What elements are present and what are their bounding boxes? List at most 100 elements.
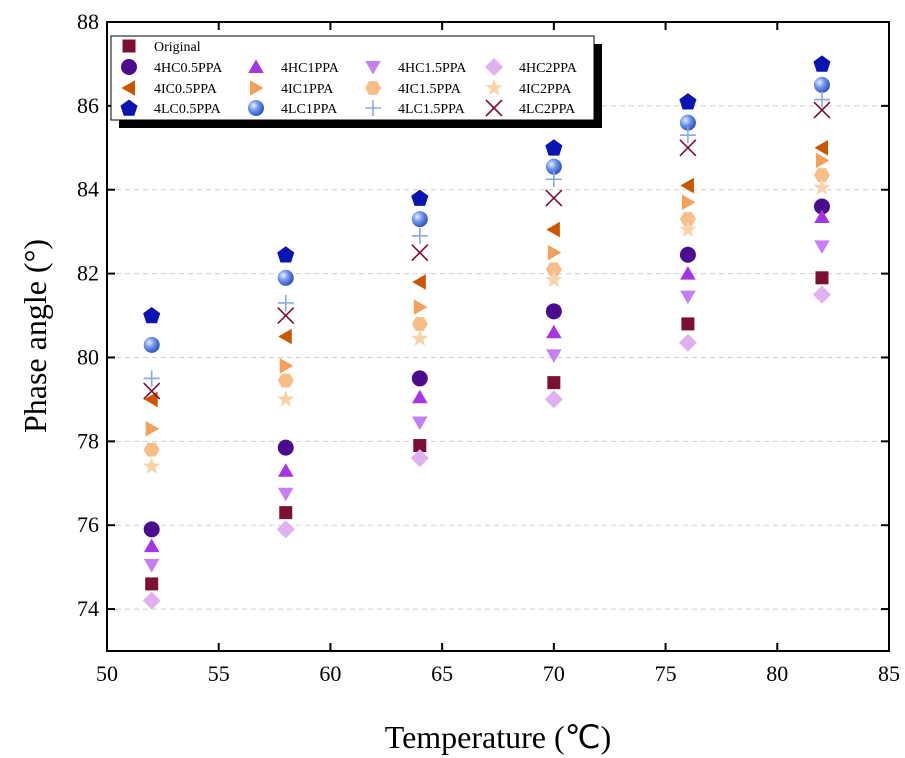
x-axis-title: Temperature (℃) bbox=[385, 719, 611, 755]
point-4hc1-5ppa bbox=[277, 487, 294, 502]
data-marks bbox=[142, 55, 831, 610]
legend-marker-4hc1ppa bbox=[248, 59, 264, 73]
y-tick-label: 84 bbox=[77, 177, 99, 202]
y-tick-label: 78 bbox=[77, 428, 99, 453]
point-4ic2ppa bbox=[813, 178, 831, 195]
point-4ic1-5ppa bbox=[679, 212, 696, 227]
point-4hc1ppa bbox=[680, 266, 696, 280]
point-4hc1ppa bbox=[412, 389, 428, 404]
point-original bbox=[413, 439, 427, 453]
point-4lc1-5ppa bbox=[813, 91, 830, 108]
point-4hc0-5ppa bbox=[679, 246, 696, 263]
point-4lc0-5ppa bbox=[813, 55, 831, 72]
point-4ic1-5ppa bbox=[277, 373, 294, 388]
point-4lc0-5ppa bbox=[143, 307, 161, 324]
point-4ic0-5ppa bbox=[412, 274, 426, 290]
point-4ic0-5ppa bbox=[546, 221, 560, 238]
point-4ic0-5ppa bbox=[680, 177, 694, 194]
y-tick-label: 74 bbox=[77, 596, 99, 621]
legend-label-4lc1ppa: 4LC1PPA bbox=[281, 102, 338, 117]
point-4ic1-5ppa bbox=[411, 316, 428, 331]
legend-label-4ic1ppa: 4IC1PPA bbox=[281, 82, 334, 97]
legend-marker-original bbox=[122, 39, 136, 53]
x-tick-label: 85 bbox=[878, 661, 900, 686]
point-4lc2ppa bbox=[545, 189, 563, 207]
point-4lc1ppa bbox=[143, 336, 160, 353]
point-4hc1-5ppa bbox=[814, 240, 830, 254]
point-4ic0-5ppa bbox=[278, 328, 292, 345]
point-original bbox=[681, 317, 695, 331]
legend-label-4hc2ppa: 4HC2PPA bbox=[519, 61, 578, 76]
point-4hc2ppa bbox=[276, 520, 295, 539]
point-4lc1-5ppa bbox=[411, 227, 428, 244]
point-4ic2ppa bbox=[411, 329, 429, 346]
legend-marker-4lc1-5ppa bbox=[365, 100, 381, 116]
legend-marker-4hc0-5ppa bbox=[121, 59, 137, 75]
legend-label-4lc2ppa: 4LC2PPA bbox=[519, 102, 576, 117]
point-4ic1ppa bbox=[681, 194, 696, 211]
point-4hc0-5ppa bbox=[411, 370, 428, 387]
y-tick-label: 82 bbox=[77, 261, 99, 286]
plot-frame bbox=[106, 21, 890, 652]
point-4lc0-5ppa bbox=[411, 189, 429, 206]
y-axis-title: Phase angle (°) bbox=[17, 239, 53, 433]
point-4ic1-5ppa bbox=[143, 442, 160, 457]
point-4lc1-5ppa bbox=[679, 127, 696, 144]
axis-ticks: 50 55 60 65 70 75 80 85 74 76 78 80 82 84 86 88 bbox=[77, 9, 900, 686]
point-original bbox=[279, 506, 293, 520]
point-4lc1-5ppa bbox=[545, 171, 562, 188]
point-4lc0-5ppa bbox=[679, 93, 697, 110]
point-4lc2ppa bbox=[277, 306, 295, 325]
x-tick-label: 75 bbox=[655, 661, 677, 686]
point-4hc1ppa bbox=[143, 538, 160, 553]
legend-marker-4ic2ppa bbox=[485, 79, 503, 96]
legend-label-4hc1ppa: 4HC1PPA bbox=[281, 61, 340, 76]
legend-marker-4ic1-5ppa bbox=[365, 81, 381, 95]
point-4hc1-5ppa bbox=[680, 290, 696, 305]
legend-marker-4lc0-5ppa bbox=[120, 99, 138, 116]
point-4ic1-5ppa bbox=[813, 168, 830, 182]
legend-box bbox=[110, 35, 595, 121]
x-tick-label: 55 bbox=[208, 661, 230, 686]
point-4lc1ppa bbox=[411, 211, 428, 228]
point-4hc0-5ppa bbox=[277, 439, 294, 456]
point-4lc2ppa bbox=[411, 244, 429, 262]
point-4lc1ppa bbox=[813, 76, 830, 93]
point-4ic2ppa bbox=[143, 457, 161, 474]
point-4ic1ppa bbox=[279, 358, 294, 374]
legend-marker-4lc1ppa bbox=[248, 100, 264, 116]
point-4hc1ppa bbox=[546, 324, 562, 339]
y-tick-label: 76 bbox=[77, 512, 99, 537]
point-4ic2ppa bbox=[277, 390, 295, 407]
point-4ic2ppa bbox=[545, 270, 563, 288]
point-4lc1ppa bbox=[545, 158, 562, 175]
point-4hc1ppa bbox=[814, 209, 830, 223]
point-4hc1-5ppa bbox=[143, 559, 160, 573]
point-4ic1ppa bbox=[815, 152, 830, 169]
point-4hc0-5ppa bbox=[545, 303, 562, 320]
x-tick-label: 50 bbox=[96, 661, 118, 686]
point-4ic0-5ppa bbox=[814, 140, 828, 156]
legend-marker-4hc2ppa bbox=[485, 58, 503, 76]
point-4lc1ppa bbox=[277, 269, 294, 286]
point-4lc1-5ppa bbox=[143, 370, 160, 387]
point-4lc2ppa bbox=[679, 139, 697, 157]
legend-label-4lc1-5ppa: 4LC1.5PPA bbox=[398, 102, 466, 117]
point-4ic2ppa bbox=[679, 220, 697, 237]
point-4lc2ppa bbox=[813, 101, 831, 119]
point-original bbox=[145, 577, 159, 591]
legend: Original 4HC0.5PPA 4HC1PPA 4HC1.5PPA 4HC2PPA… bbox=[110, 35, 602, 128]
point-4hc2ppa bbox=[812, 285, 831, 304]
point-4lc2ppa bbox=[143, 382, 161, 400]
point-4lc0-5ppa bbox=[277, 246, 295, 263]
x-tick-label: 60 bbox=[319, 661, 341, 686]
x-tick-label: 80 bbox=[766, 661, 788, 686]
y-tick-label: 86 bbox=[77, 93, 99, 118]
point-original bbox=[547, 376, 561, 390]
legend-marker-4ic0-5ppa bbox=[121, 80, 135, 96]
legend-label-4lc0-5ppa: 4LC0.5PPA bbox=[154, 102, 222, 117]
point-4hc1-5ppa bbox=[546, 349, 562, 363]
point-4lc0-5ppa bbox=[545, 139, 563, 156]
x-tick-label: 65 bbox=[431, 661, 453, 686]
